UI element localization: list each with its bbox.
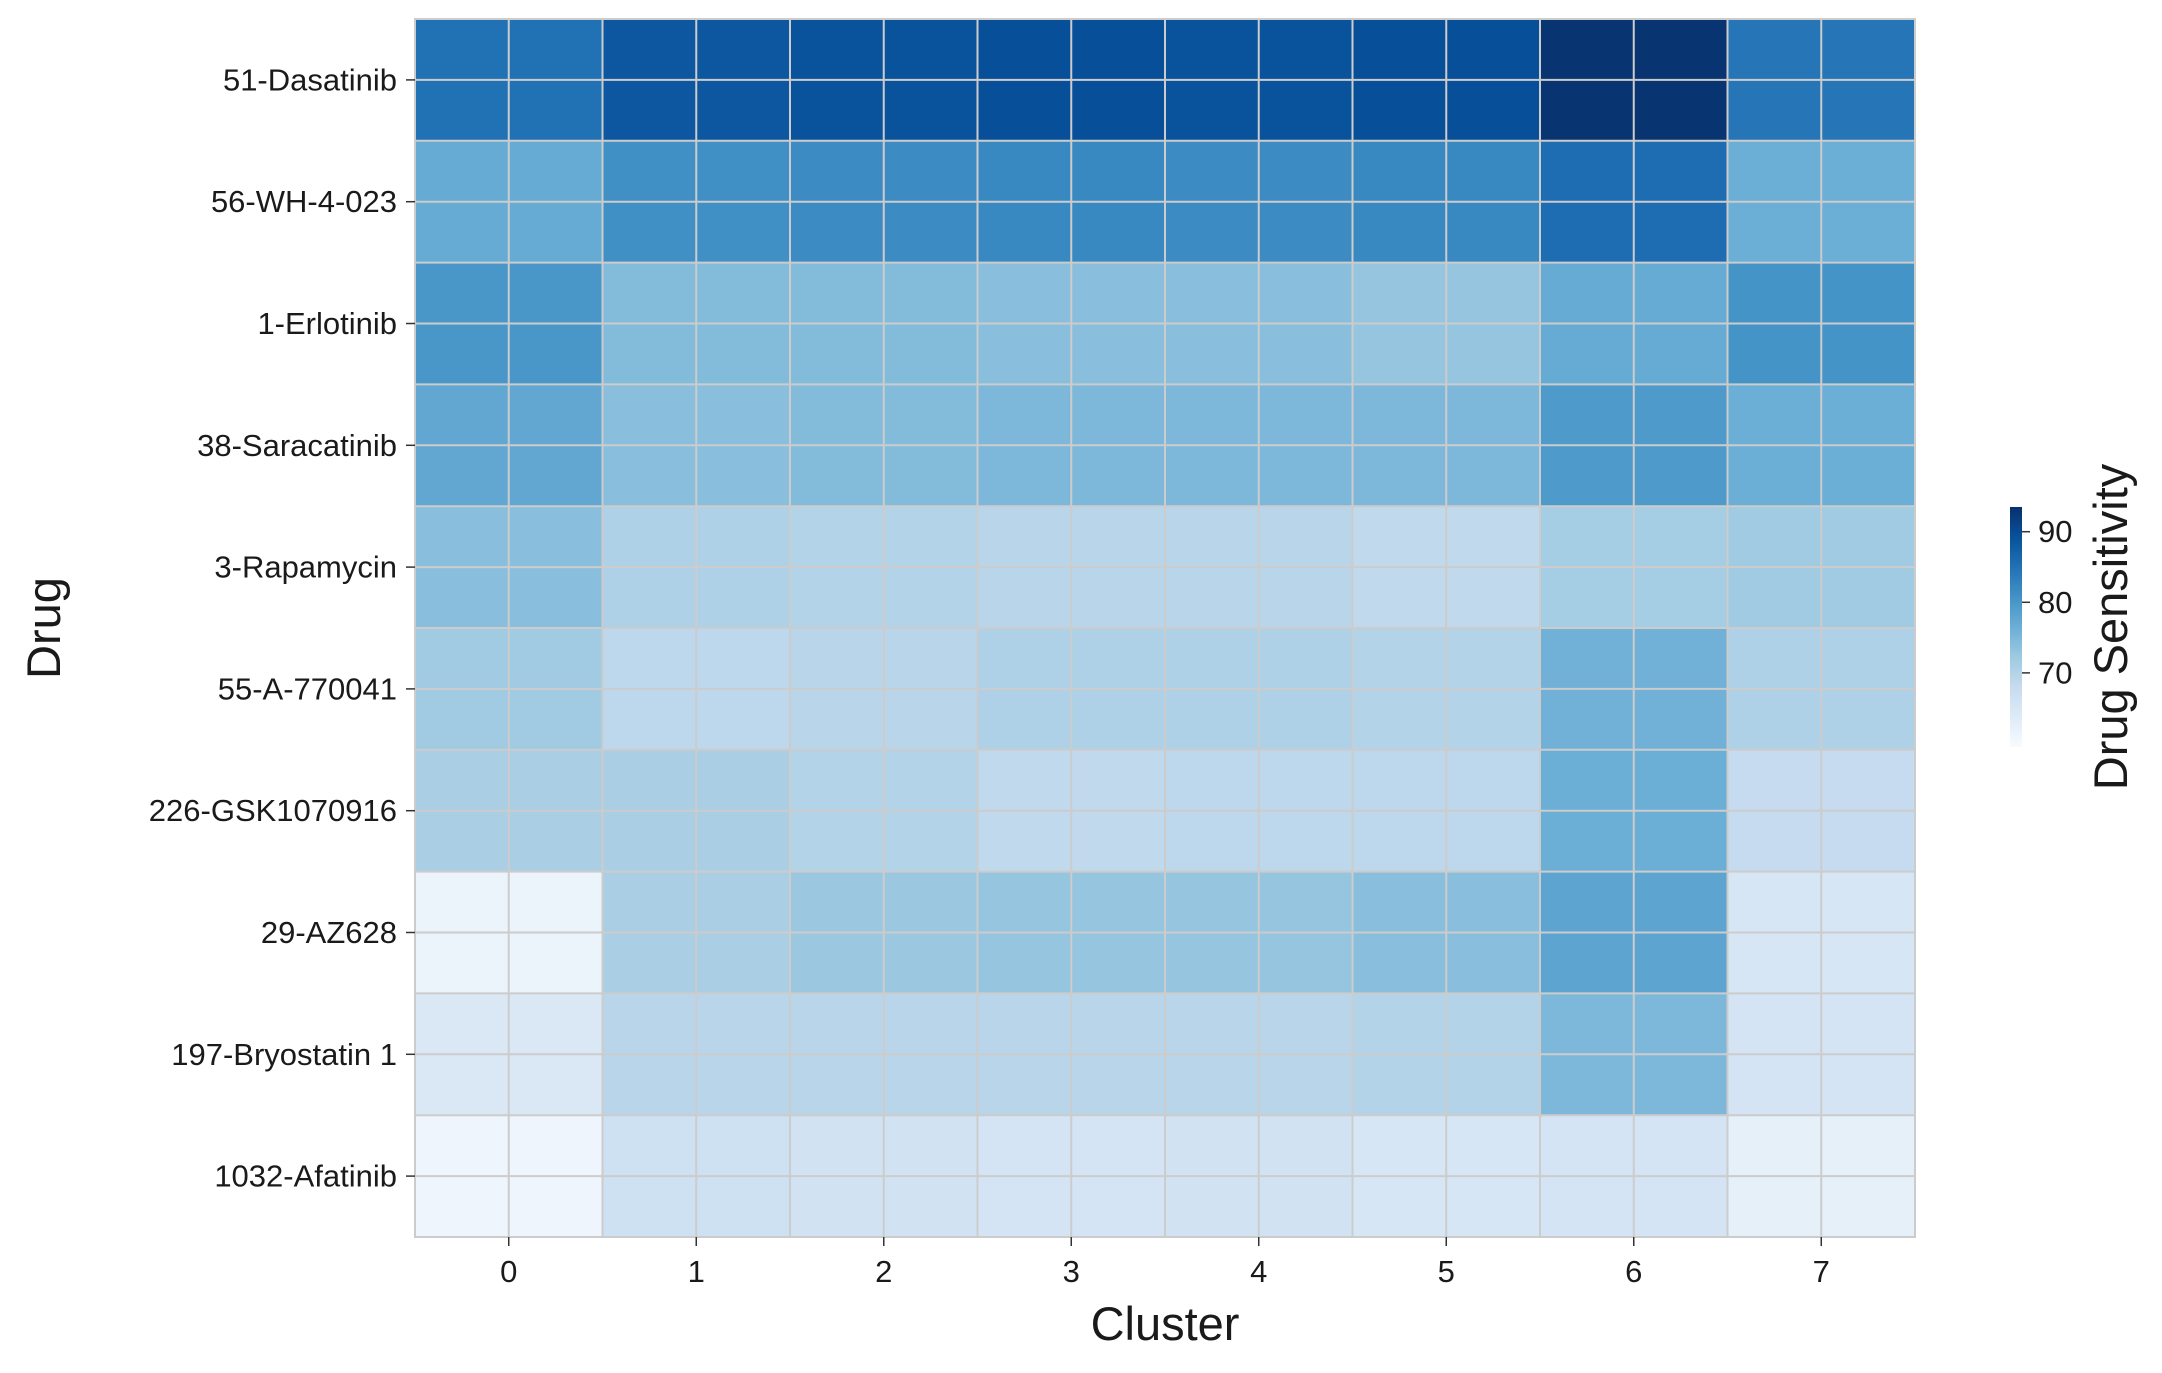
y-tick-label: 38-Saracatinib	[197, 428, 397, 463]
y-tick-label: 1-Erlotinib	[257, 306, 397, 341]
plot-frame	[414, 18, 1916, 1238]
x-tick-label: 1	[688, 1254, 705, 1289]
y-axis-title: Drug	[17, 577, 70, 679]
x-axis-title: Cluster	[1091, 1297, 1240, 1350]
x-tick-label: 0	[500, 1254, 517, 1289]
colorbar-gradient	[2010, 507, 2022, 747]
colorbar-tick-label: 80	[2038, 585, 2072, 620]
y-tick-label: 29-AZ628	[261, 915, 397, 950]
x-tick-label: 5	[1438, 1254, 1455, 1289]
x-tick-label: 7	[1813, 1254, 1830, 1289]
heatmap-gridlines	[415, 19, 1915, 1237]
x-axis: 0 1 2 3 4 5 6 7	[500, 1237, 1830, 1289]
y-tick-label: 3-Rapamycin	[214, 550, 397, 585]
y-tick-label: 51-Dasatinib	[223, 62, 397, 97]
x-tick-label: 3	[1063, 1254, 1080, 1289]
colorbar: 70 80 90	[2010, 507, 2072, 747]
y-tick-label: 56-WH-4-023	[211, 184, 397, 219]
x-tick-label: 4	[1250, 1254, 1267, 1289]
y-tick-label: 1032-Afatinib	[214, 1159, 397, 1194]
y-tick-label: 55-A-770041	[218, 671, 397, 706]
y-tick-label: 226-GSK1070916	[149, 793, 397, 828]
x-tick-label: 2	[875, 1254, 892, 1289]
colorbar-title: Drug Sensitivity	[2084, 463, 2137, 790]
colorbar-tick-label: 70	[2038, 655, 2072, 690]
colorbar-tick-label: 90	[2038, 514, 2072, 549]
x-tick-label: 6	[1625, 1254, 1642, 1289]
y-axis: 51-Dasatinib 56-WH-4-023 1-Erlotinib 38-Sar…	[149, 62, 415, 1194]
y-tick-label: 197-Bryostatin 1	[171, 1037, 397, 1072]
